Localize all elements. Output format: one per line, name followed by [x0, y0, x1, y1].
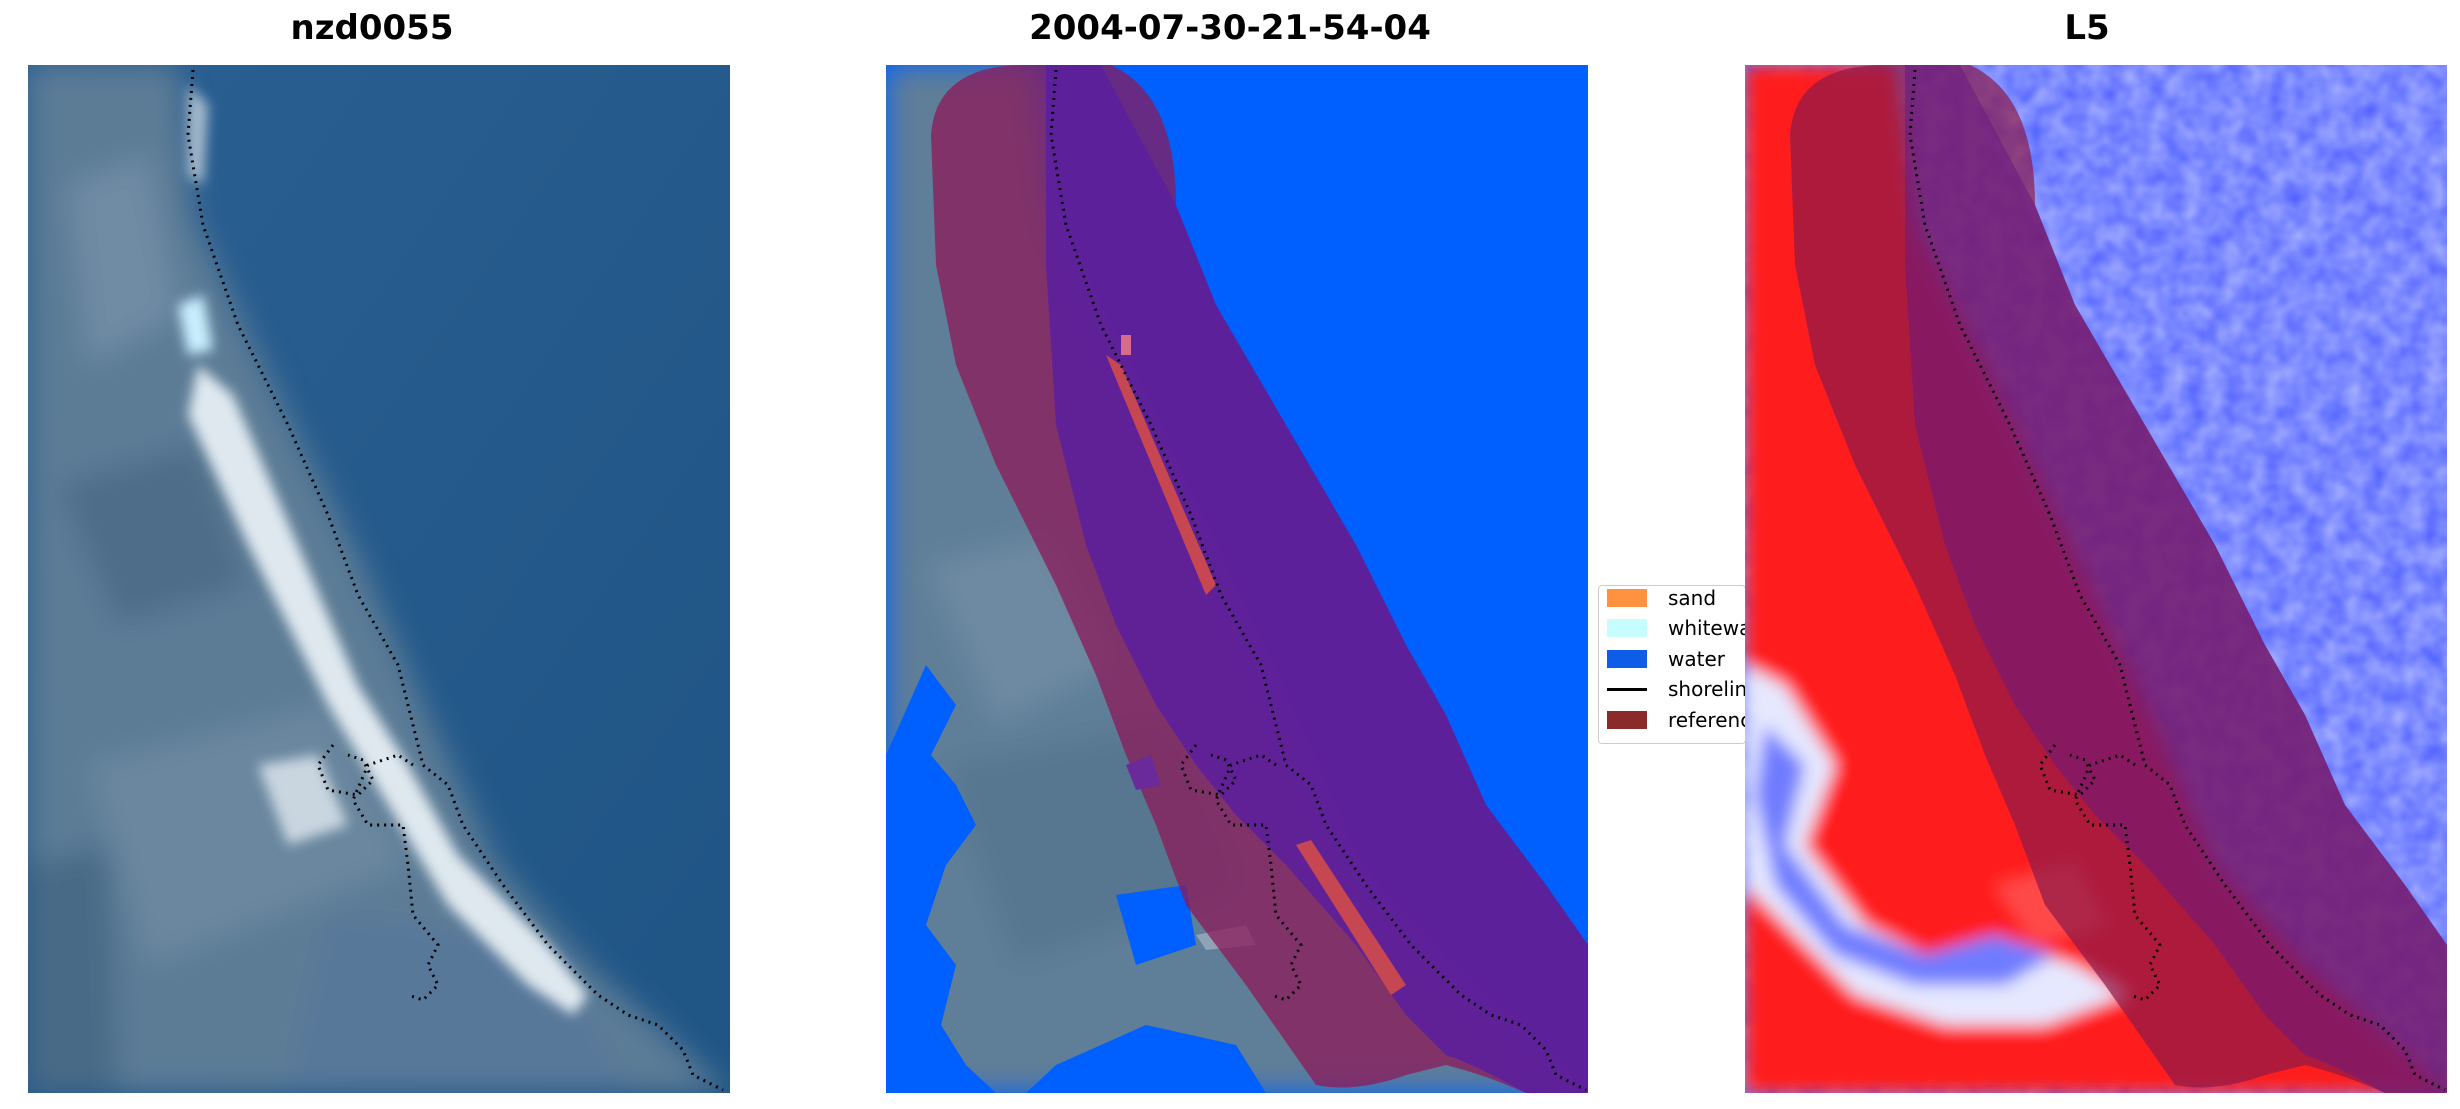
classification-image	[886, 65, 1588, 1093]
legend-item-sand: sand	[1607, 586, 1716, 610]
shoreline-line-swatch	[1607, 687, 1647, 691]
panel-title-index: L5	[2064, 8, 2110, 48]
detected-shoreline-class	[1049, 69, 1587, 1092]
legend-label-whitewater: whitewater	[1668, 616, 1745, 640]
satellite-image-panel	[28, 65, 730, 1093]
index-panel	[1745, 65, 2447, 1093]
legend-item-shoreline: shoreline	[1607, 677, 1746, 701]
detected-shoreline-index	[1908, 69, 2446, 1092]
legend-item-water: water	[1607, 647, 1725, 671]
water-swatch	[1607, 650, 1647, 668]
sand-swatch	[1607, 589, 1647, 607]
reference-swatch	[1607, 711, 1647, 729]
index-image	[1745, 65, 2447, 1093]
classification-legend: sand whitewater water shoreline referenc…	[1598, 585, 1746, 744]
detected-shoreline	[186, 69, 724, 1092]
legend-label-reference: reference shoreline buffer	[1668, 708, 1745, 732]
panel-title-classification: 2004-07-30-21-54-04	[1029, 8, 1431, 48]
satellite-image	[28, 65, 730, 1093]
legend-item-reference: reference shoreline buffer	[1607, 708, 1745, 732]
legend-label-sand: sand	[1668, 586, 1717, 610]
legend-label-water: water	[1668, 647, 1725, 671]
legend-item-whitewater: whitewater	[1607, 616, 1745, 640]
panel-title-image: nzd0055	[290, 8, 454, 48]
legend-label-shoreline: shoreline	[1668, 677, 1746, 701]
whitewater-swatch	[1607, 619, 1647, 637]
classification-panel	[886, 65, 1588, 1093]
